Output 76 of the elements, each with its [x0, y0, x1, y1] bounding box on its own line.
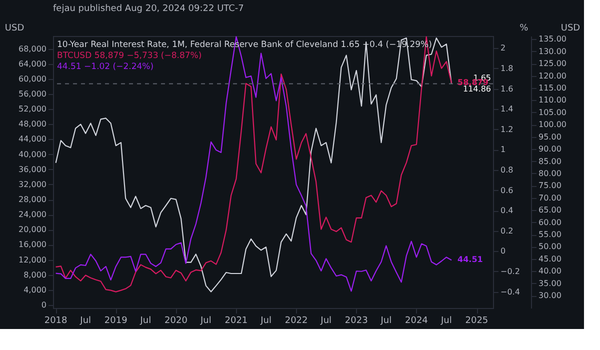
y-tick-label: 40,000: [18, 150, 46, 159]
y-tick-label: 16,000: [18, 240, 46, 250]
x-tick-label: 2024: [405, 316, 428, 326]
y3-tick-label: 130.00: [538, 46, 566, 56]
y2-tick-label: 0.6: [500, 186, 514, 195]
y-tick-label: 28,000: [18, 195, 46, 204]
y3-tick-label: 100.00: [538, 120, 566, 130]
x-tick-label: Jul: [320, 316, 332, 326]
y3-tick-label: 50.00: [538, 242, 562, 252]
y3-tick-label: 65.00: [538, 206, 562, 215]
y-tick-label: 32,000: [18, 180, 46, 189]
x-tick-label: Jul: [440, 316, 452, 326]
annotation: 44.51: [458, 255, 484, 264]
x-tick-label: Jul: [260, 316, 272, 326]
x-tick-label: 2025: [465, 316, 488, 326]
y-tick-label: 0: [41, 300, 46, 310]
y3-tick-label: 80.00: [538, 168, 562, 178]
y2-tick-label: 1.2: [500, 124, 514, 134]
y2-tick-label: 1.4: [500, 104, 514, 114]
y2-tick-label: −0.2: [500, 266, 520, 276]
annotation: 114.86: [463, 84, 491, 94]
y-tick-label: 64,000: [18, 59, 46, 68]
x-tick-label: 2023: [344, 316, 368, 326]
y3-tick-label: 90.00: [538, 144, 562, 154]
y2-axis-title: %: [520, 24, 529, 34]
y3-tick-label: 85.00: [538, 156, 562, 166]
annotation: 44.51 −1.02 (−2.24%): [57, 62, 154, 72]
y3-tick-label: 125.00: [538, 59, 566, 68]
y3-tick-label: 60.00: [538, 218, 562, 227]
x-tick-label: Jul: [139, 316, 152, 326]
y3-tick-label: 70.00: [538, 193, 562, 202]
y2-tick-label: 0.2: [500, 226, 514, 236]
chart-title: fejau published Aug 20, 2024 09:22 UTC-7: [53, 4, 244, 14]
y2-tick-label: −0.4: [500, 287, 520, 296]
y-tick-label: 24,000: [18, 210, 46, 220]
y2-tick-label: 1: [500, 145, 506, 154]
y2-tick-label: 0.8: [500, 165, 514, 174]
y-tick-label: 12,000: [18, 255, 46, 264]
y3-tick-label: 105.00: [538, 108, 566, 117]
x-tick-label: 2021: [224, 316, 248, 326]
y2-tick-label: 1.6: [500, 84, 514, 94]
y3-tick-label: 75.00: [538, 181, 562, 190]
y-tick-label: 4,000: [24, 285, 46, 294]
y3-tick-label: 95.00: [538, 132, 562, 142]
x-tick-label: 2019: [104, 316, 128, 326]
text: BTCUSD 58,879 −5,733 (−8.87%): [57, 51, 202, 61]
y2-tick-label: 1.8: [500, 64, 514, 73]
y3-tick-label: 35.00: [538, 278, 562, 288]
y-tick-label: 56,000: [18, 90, 46, 99]
y-axis-title: USD: [4, 24, 24, 34]
y3-tick-label: 55.00: [538, 230, 562, 240]
y-tick-label: 20,000: [18, 225, 46, 234]
y3-tick-label: 135.00: [538, 34, 566, 44]
y-tick-label: 8,000: [24, 270, 46, 280]
y-tick-label: 68,000: [18, 44, 46, 54]
y-tick-label: 36,000: [18, 164, 46, 174]
y-tick-label: 48,000: [18, 120, 46, 129]
y-tick-label: 60,000: [18, 74, 46, 84]
x-tick-label: Jul: [199, 316, 212, 326]
y3-tick-label: 115.00: [538, 84, 566, 93]
x-tick-label: Jul: [380, 316, 392, 326]
y3-axis-title: USD: [560, 24, 580, 34]
x-tick-label: 2022: [284, 316, 308, 326]
y3-tick-label: 30.00: [538, 291, 562, 300]
x-tick-label: Jul: [79, 316, 92, 326]
y3-tick-label: 40.00: [538, 266, 562, 276]
y3-tick-label: 110.00: [538, 96, 566, 105]
y2-tick-label: 0.4: [500, 206, 514, 216]
y2-tick-label: 2: [500, 44, 506, 53]
x-tick-label: 2018: [44, 316, 68, 326]
y2-tick-label: 0: [500, 246, 506, 256]
y-tick-label: 52,000: [18, 104, 46, 114]
x-tick-label: 2020: [164, 316, 188, 326]
y3-tick-label: 120.00: [538, 71, 566, 80]
y3-tick-label: 45.00: [538, 254, 562, 264]
y-tick-label: 44,000: [18, 134, 46, 144]
